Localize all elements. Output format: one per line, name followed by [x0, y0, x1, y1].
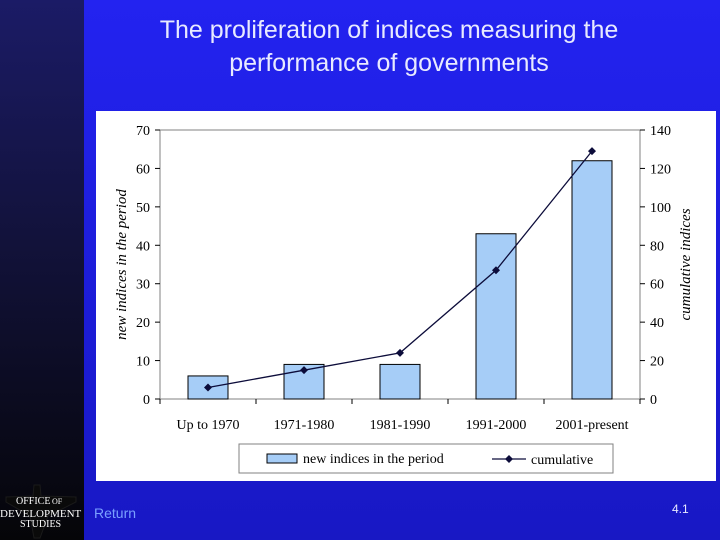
page-number: 4.1: [672, 502, 689, 516]
legend-bar-label: new indices in the period: [303, 452, 444, 467]
logo-text: STUDIES: [20, 519, 61, 530]
return-link[interactable]: Return: [94, 505, 137, 521]
legend-line-label: cumulative: [531, 453, 593, 468]
right-axis-tick-label: 100: [650, 201, 671, 216]
title-line-1: The proliferation of indices measuring t…: [159, 16, 619, 44]
left-axis-tick-label: 0: [143, 393, 150, 408]
left-axis-tick-label: 50: [136, 201, 150, 216]
y2-axis-title: cumulative indices: [678, 208, 694, 320]
bar: [571, 160, 613, 400]
category-label: 1991-2000: [466, 418, 527, 433]
left-strip: [0, 0, 84, 540]
cumulative-marker: [396, 348, 404, 357]
left-axis-tick-label: 20: [136, 316, 150, 331]
right-axis-tick-label: 60: [650, 278, 664, 293]
bar: [475, 233, 517, 400]
cumulative-marker: [588, 147, 596, 156]
category-label: 2001-present: [555, 418, 628, 433]
right-axis-tick-label: 40: [650, 316, 664, 331]
left-axis-tick-label: 40: [136, 239, 150, 254]
bar: [379, 363, 421, 400]
logo-text: DEVELOPMENT: [0, 508, 82, 520]
category-label: Up to 1970: [177, 418, 240, 433]
category-label: 1971-1980: [274, 418, 335, 433]
legend-box: [238, 443, 614, 474]
left-axis-tick-label: 70: [136, 124, 150, 139]
chart-panel: 0 10 20 30 40 50 60 70 0 20 40 60 80 100 120 140 Up to 1…: [96, 111, 716, 481]
legend-bar-swatch: [266, 453, 298, 464]
left-axis-tick-label: 10: [136, 355, 150, 370]
logo-text: OFFICE: [16, 496, 50, 507]
plot-area: [159, 129, 641, 400]
cumulative-marker: [204, 383, 212, 392]
y-axis-title: new indices in the period: [114, 189, 130, 340]
logo-text: OF: [52, 497, 63, 506]
right-axis-tick-label: 140: [650, 124, 671, 139]
cumulative-marker: [492, 266, 500, 275]
legend-line-marker: [505, 455, 513, 463]
chart: 0 10 20 30 40 50 60 70 0 20 40 60 80 100 120 140 Up to 1…: [114, 124, 694, 474]
left-axis-tick-label: 30: [136, 278, 150, 293]
cumulative-marker: [300, 366, 308, 375]
title-line-2: performance of governments: [229, 49, 549, 77]
category-label: 1981-1990: [370, 418, 431, 433]
right-axis-tick-label: 0: [650, 393, 657, 408]
slide-title: The proliferation of indices measuring t…: [84, 14, 694, 80]
left-axis-tick-label: 60: [136, 162, 150, 177]
right-axis-tick-label: 20: [650, 355, 664, 370]
right-axis-tick-label: 80: [650, 239, 664, 254]
right-axis-tick-label: 120: [650, 162, 671, 177]
